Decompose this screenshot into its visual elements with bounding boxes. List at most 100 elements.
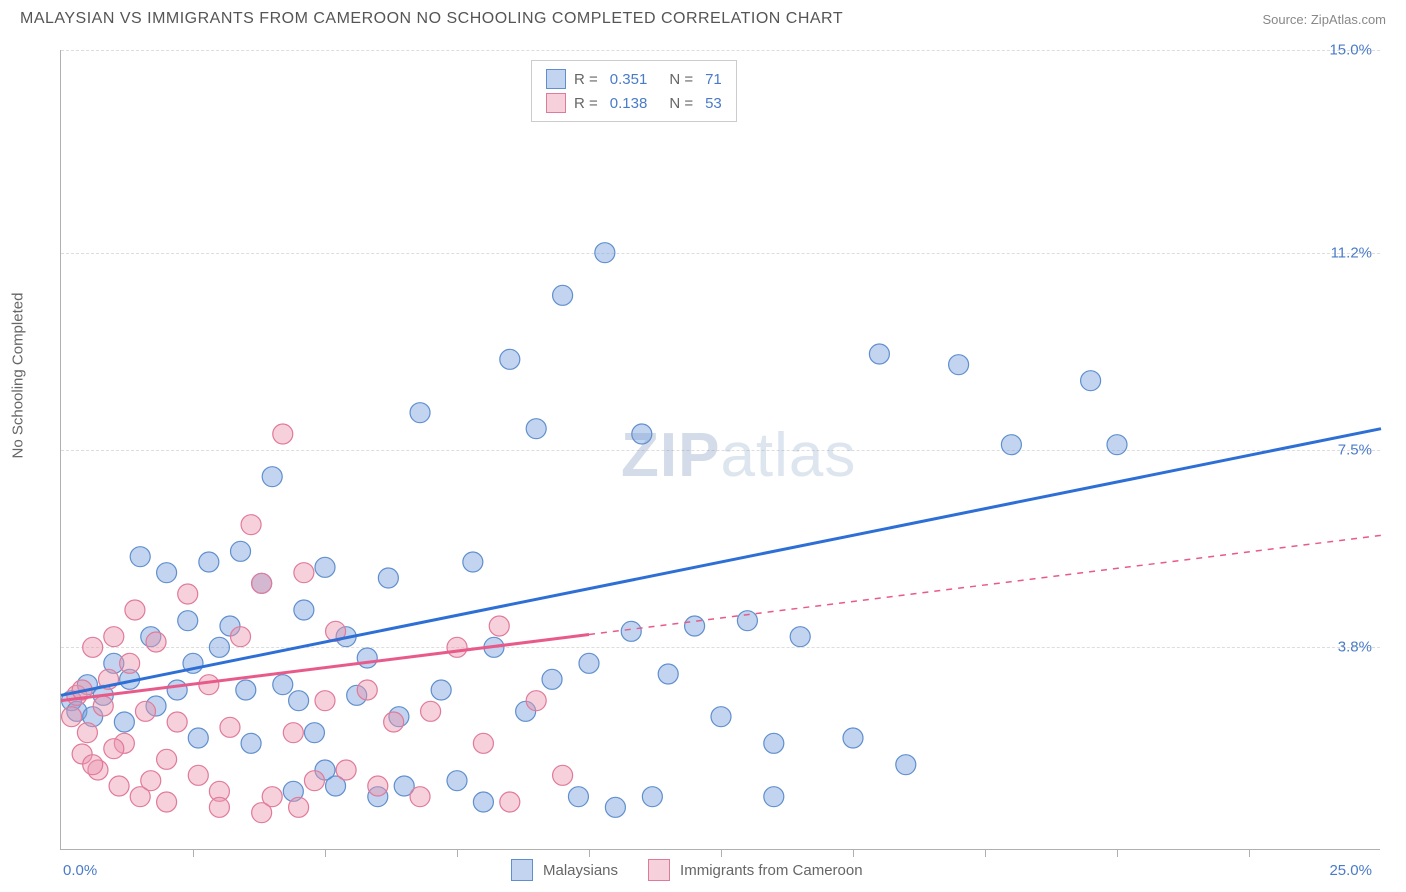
x-tick <box>1117 849 1118 857</box>
data-point <box>642 787 662 807</box>
data-point <box>199 552 219 572</box>
scatter-plot-svg <box>61 50 1381 850</box>
data-point <box>1107 435 1127 455</box>
data-point <box>410 403 430 423</box>
data-point <box>605 797 625 817</box>
legend-swatch <box>648 859 670 881</box>
x-axis-min-label: 0.0% <box>63 862 97 879</box>
x-axis-max-label: 25.0% <box>1329 862 1372 879</box>
data-point <box>632 424 652 444</box>
data-point <box>294 600 314 620</box>
data-point <box>273 424 293 444</box>
data-point <box>209 637 229 657</box>
data-point <box>241 515 261 535</box>
data-point <box>62 707 82 727</box>
data-point <box>431 680 451 700</box>
data-point <box>167 712 187 732</box>
data-point <box>357 648 377 668</box>
data-point <box>410 787 430 807</box>
data-point <box>231 627 251 647</box>
data-point <box>621 621 641 641</box>
data-point <box>368 776 388 796</box>
data-point <box>526 419 546 439</box>
data-point <box>273 675 293 695</box>
data-point <box>83 755 103 775</box>
x-tick <box>721 849 722 857</box>
data-point <box>568 787 588 807</box>
data-point <box>130 547 150 567</box>
x-tick <box>985 849 986 857</box>
data-point <box>737 611 757 631</box>
data-point <box>77 723 97 743</box>
data-point <box>553 765 573 785</box>
data-point <box>135 701 155 721</box>
legend-r-label: R = <box>574 95 598 112</box>
data-point <box>125 600 145 620</box>
data-point <box>553 285 573 305</box>
data-point <box>241 733 261 753</box>
data-point <box>1081 371 1101 391</box>
data-point <box>120 653 140 673</box>
x-tick <box>1249 849 1250 857</box>
data-point <box>83 637 103 657</box>
data-point <box>357 680 377 700</box>
data-point <box>579 653 599 673</box>
data-point <box>178 611 198 631</box>
x-tick <box>193 849 194 857</box>
data-point <box>473 733 493 753</box>
legend-swatch <box>511 859 533 881</box>
data-point <box>109 776 129 796</box>
data-point <box>711 707 731 727</box>
legend-row: R =0.138N =53 <box>546 91 722 115</box>
data-point <box>289 691 309 711</box>
data-point <box>283 723 303 743</box>
data-point <box>447 637 467 657</box>
data-point <box>315 691 335 711</box>
data-point <box>949 355 969 375</box>
data-point <box>336 760 356 780</box>
data-point <box>500 792 520 812</box>
data-point <box>685 616 705 636</box>
data-point <box>315 557 335 577</box>
trend-line-extrapolated <box>589 535 1381 634</box>
data-point <box>231 541 251 561</box>
legend-swatch <box>546 69 566 89</box>
data-point <box>658 664 678 684</box>
data-point <box>764 733 784 753</box>
data-point <box>595 243 615 263</box>
legend-series-label: Malaysians <box>543 862 618 879</box>
chart-title: MALAYSIAN VS IMMIGRANTS FROM CAMEROON NO… <box>20 10 843 28</box>
legend-series-label: Immigrants from Cameroon <box>680 862 863 879</box>
data-point <box>463 552 483 572</box>
data-point <box>104 739 124 759</box>
data-point <box>289 797 309 817</box>
data-point <box>114 712 134 732</box>
legend-n-value: 71 <box>705 71 722 88</box>
data-point <box>764 787 784 807</box>
data-point <box>188 765 208 785</box>
x-tick <box>457 849 458 857</box>
data-point <box>167 680 187 700</box>
data-point <box>384 712 404 732</box>
data-point <box>1001 435 1021 455</box>
data-point <box>209 797 229 817</box>
data-point <box>447 771 467 791</box>
y-axis-label: No Schooling Completed <box>10 293 27 459</box>
data-point <box>304 723 324 743</box>
data-point <box>157 749 177 769</box>
legend-n-label: N = <box>669 95 693 112</box>
data-point <box>294 563 314 583</box>
data-point <box>104 627 124 647</box>
data-point <box>178 584 198 604</box>
x-tick <box>853 849 854 857</box>
x-tick <box>325 849 326 857</box>
data-point <box>542 669 562 689</box>
data-point <box>473 792 493 812</box>
legend-series: Malaysians Immigrants from Cameroon <box>511 859 883 881</box>
data-point <box>869 344 889 364</box>
data-point <box>188 728 208 748</box>
data-point <box>262 467 282 487</box>
legend-n-value: 53 <box>705 95 722 112</box>
legend-correlation: R =0.351N =71R =0.138N =53 <box>531 60 737 122</box>
legend-n-label: N = <box>669 71 693 88</box>
